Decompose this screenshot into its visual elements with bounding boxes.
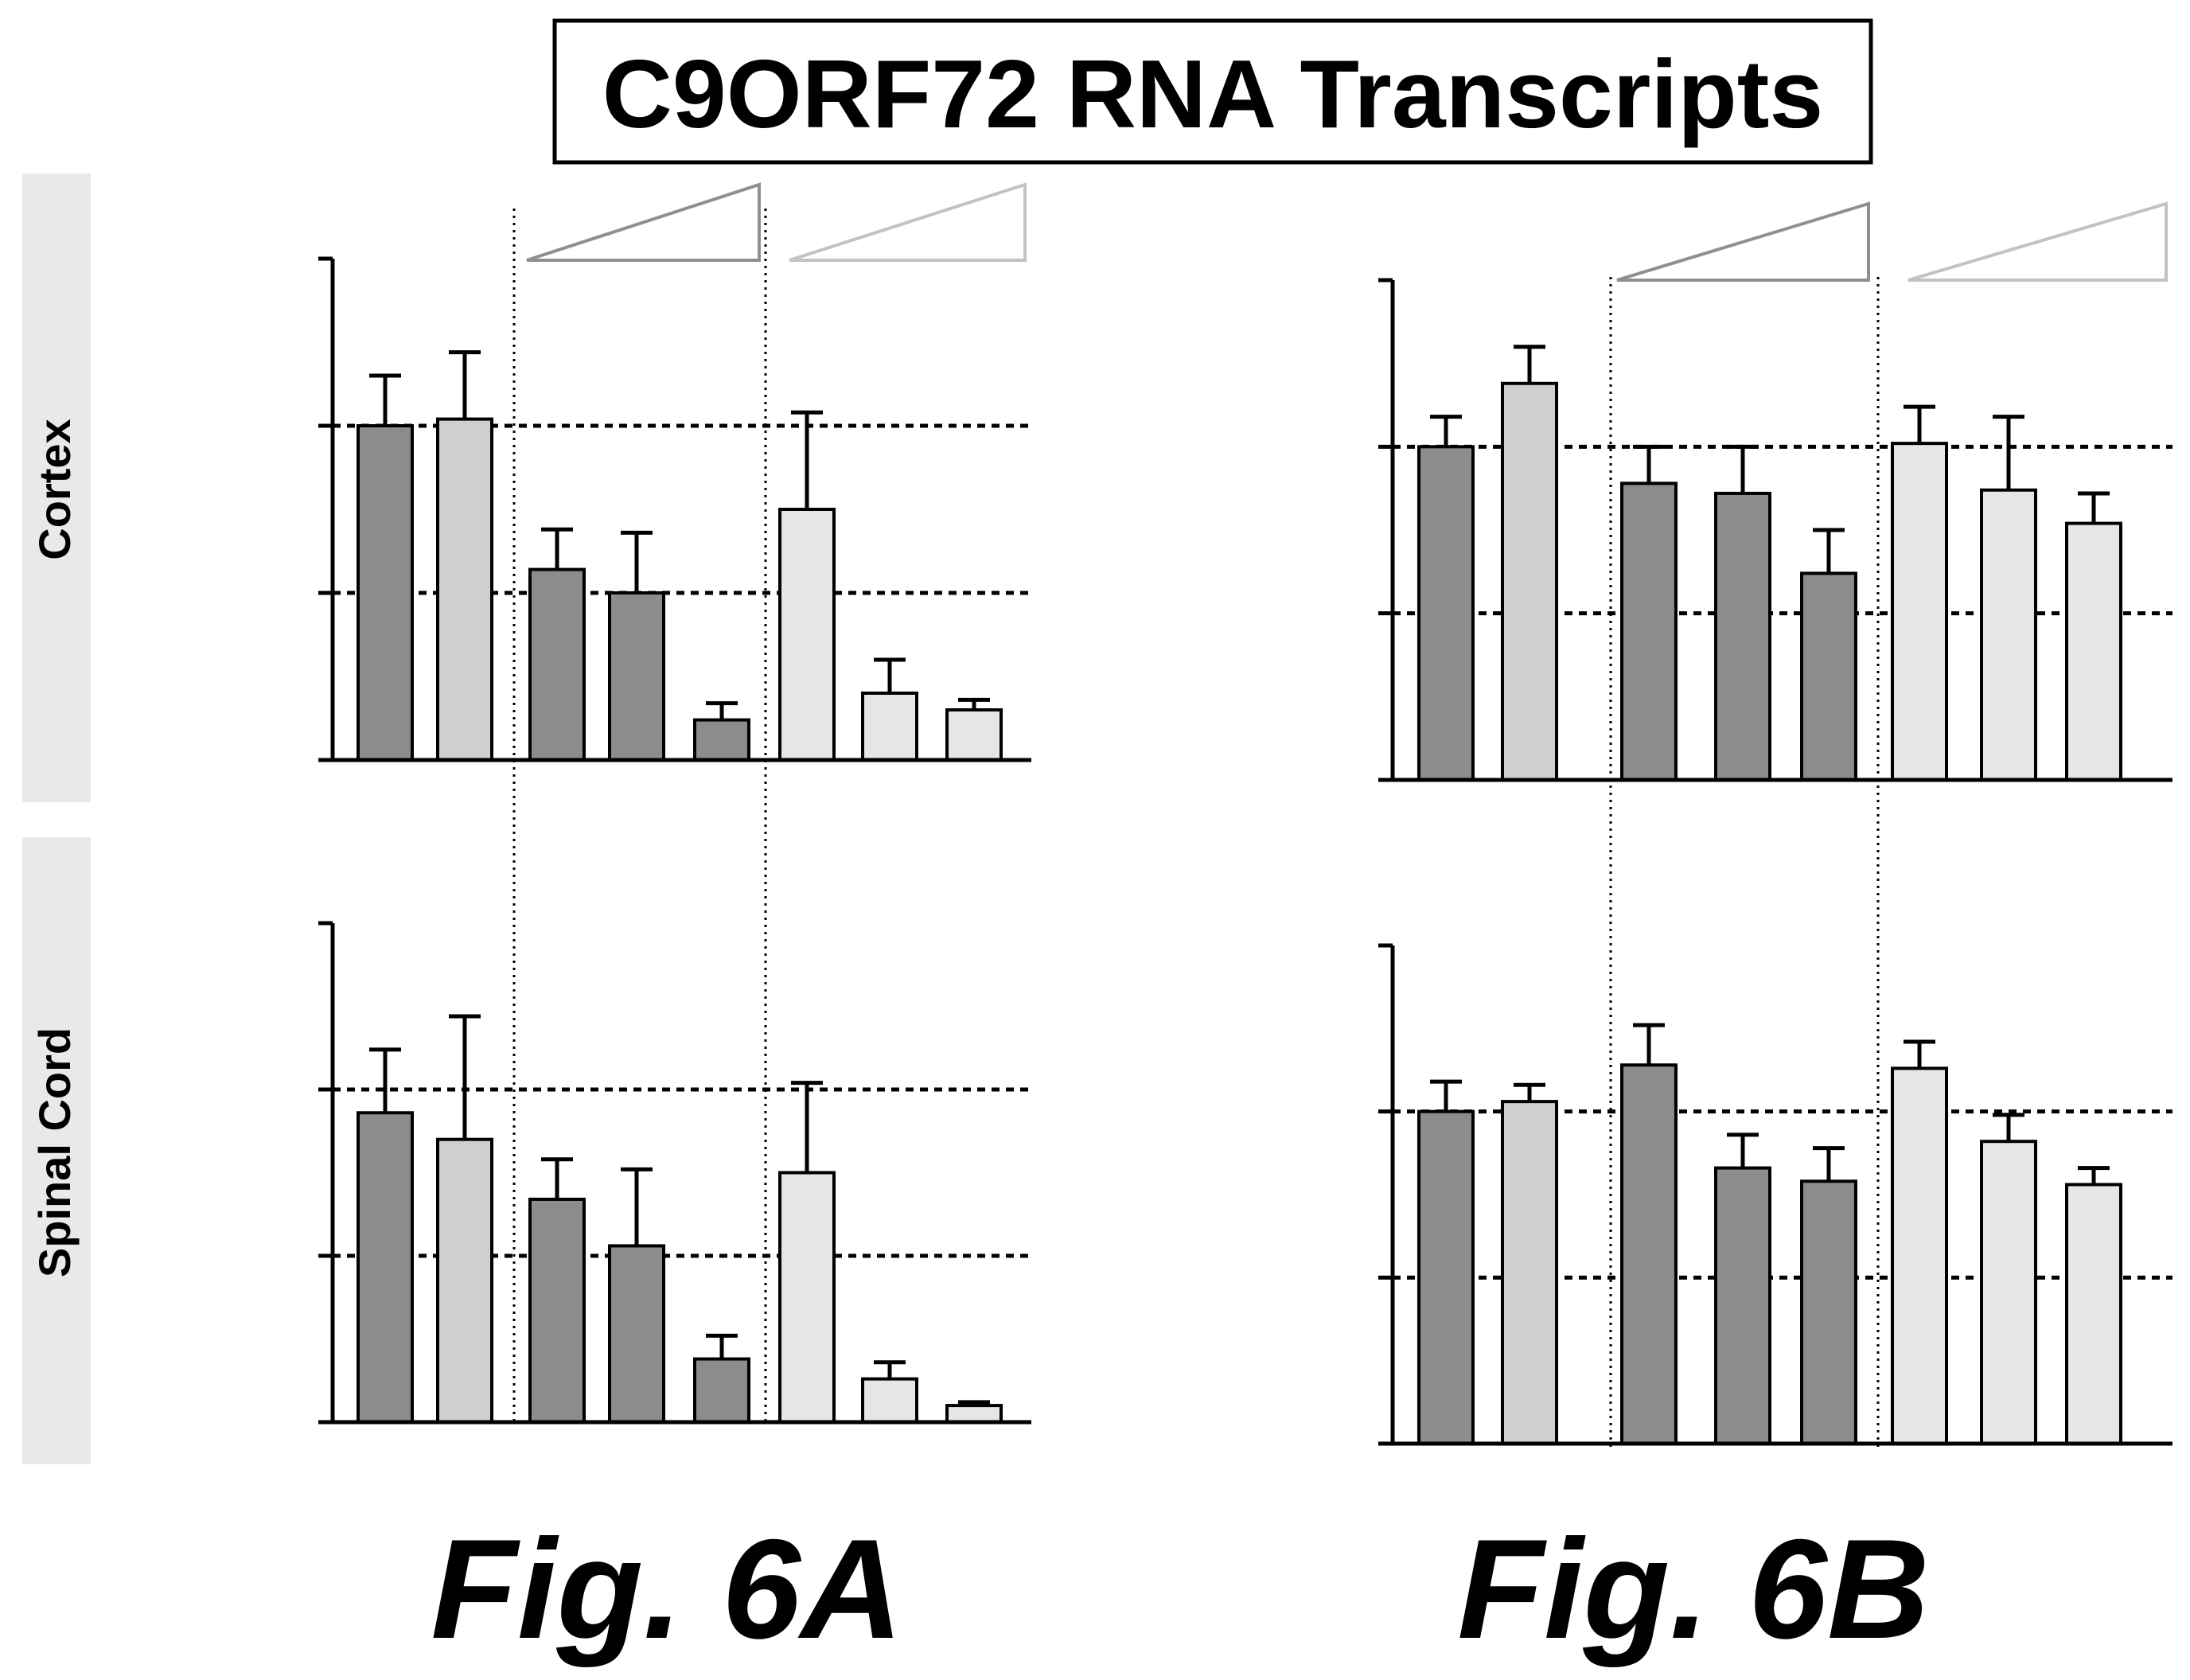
bar	[357, 424, 414, 762]
bar	[1714, 1166, 1771, 1445]
bar	[2065, 521, 2122, 782]
figure-title: C9ORF72 RNA Transcripts	[602, 40, 1823, 148]
panel-e	[1378, 201, 2172, 782]
dose-triangle	[789, 182, 1027, 262]
bar	[1800, 1179, 1857, 1445]
bar	[2065, 1183, 2122, 1445]
bar	[1891, 1066, 1948, 1445]
bar	[1620, 481, 1678, 782]
bar	[436, 1137, 493, 1424]
bar	[608, 591, 665, 762]
fig-label-6b: Fig. 6B	[1457, 1510, 1929, 1668]
dose-triangle	[1616, 201, 1870, 282]
panel-g	[1378, 943, 2172, 1446]
bar	[608, 1244, 665, 1424]
panel-d	[318, 182, 1031, 762]
bar	[1980, 1140, 2037, 1446]
dose-triangle	[1907, 201, 2168, 282]
fig-label-6a: Fig. 6A	[431, 1510, 902, 1668]
bar	[1501, 381, 1558, 782]
bar	[778, 1171, 836, 1424]
bar	[945, 1404, 1003, 1424]
bar	[1980, 488, 2037, 782]
bar	[1501, 1100, 1558, 1445]
bar	[693, 718, 750, 762]
bar	[436, 417, 493, 762]
bar	[861, 1377, 918, 1425]
bar	[693, 1357, 750, 1424]
bar	[861, 692, 918, 762]
bar	[1714, 491, 1771, 782]
bar	[528, 1197, 586, 1424]
bar	[1417, 1109, 1475, 1445]
row-label-bg-spinal-cord	[22, 837, 91, 1464]
title-box	[552, 18, 1873, 165]
dose-triangle	[526, 182, 761, 262]
bar	[1891, 442, 1948, 782]
row-label-cortex: Cortex	[29, 419, 80, 559]
bar	[778, 508, 836, 762]
row-label-spinal-cord: Spinal Cord	[29, 1027, 80, 1277]
bar	[1417, 445, 1475, 782]
bar	[357, 1111, 414, 1424]
bar	[1620, 1063, 1678, 1445]
panel-f	[318, 921, 1031, 1425]
bar	[945, 708, 1003, 762]
bar	[1800, 571, 1857, 782]
bar	[528, 567, 586, 762]
row-label-bg-cortex	[22, 173, 91, 802]
